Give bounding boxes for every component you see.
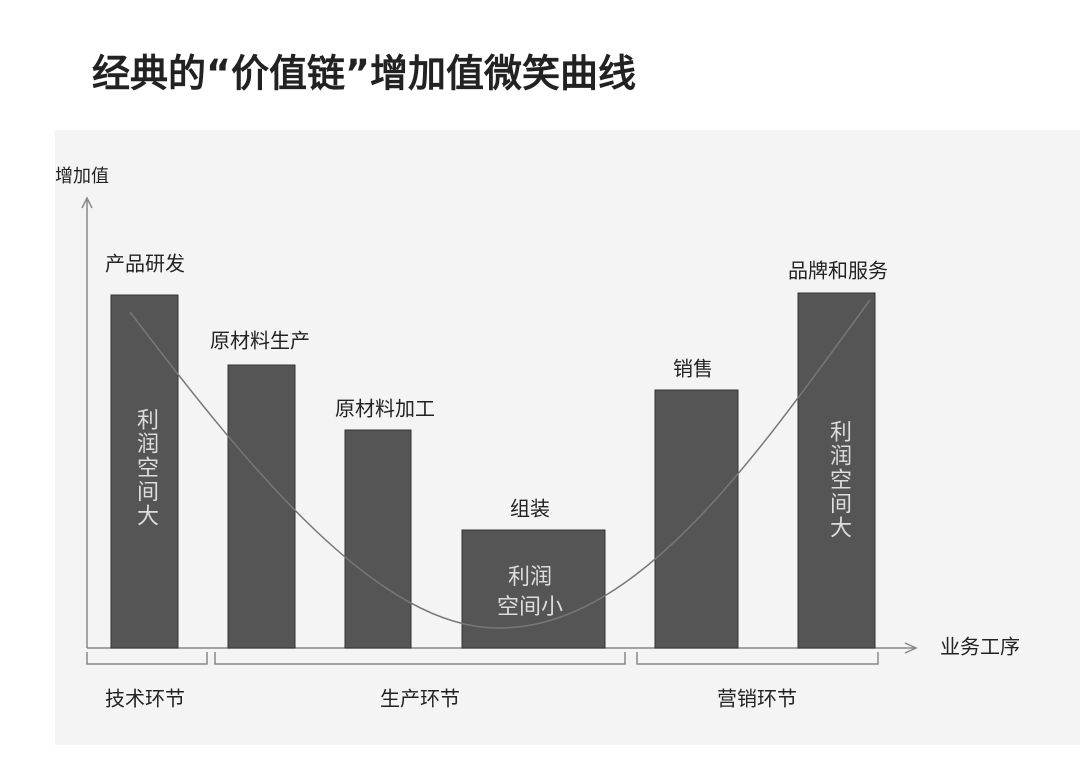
bar — [227, 364, 296, 649]
y-axis-label: 增加值 — [55, 166, 109, 187]
bar-note: 利润空间大 — [826, 420, 852, 540]
bar — [344, 429, 412, 649]
y-arrow — [81, 196, 93, 209]
bracket — [636, 652, 879, 665]
x-arrow — [904, 642, 918, 654]
smile-curve — [129, 299, 871, 629]
bar-note: 利润空间大 — [133, 408, 159, 528]
bar — [110, 294, 179, 649]
stage-label: 原材料生产 — [210, 329, 310, 353]
group-label: 技术环节 — [105, 687, 185, 711]
bracket — [214, 652, 626, 665]
bar-note: 利润 — [508, 565, 552, 590]
stage-label: 组装 — [510, 497, 550, 521]
stage-label: 品牌和服务 — [788, 259, 888, 283]
stage-label: 销售 — [673, 357, 713, 381]
bar-note: 空间小 — [497, 595, 563, 620]
x-axis-label: 业务工序 — [940, 635, 1020, 659]
group-label: 生产环节 — [380, 687, 460, 711]
bar — [461, 529, 606, 649]
panel — [55, 130, 1080, 745]
bar — [797, 292, 876, 649]
stage-label: 产品研发 — [105, 252, 185, 276]
title: 经典的“价值链”增加值微笑曲线 — [92, 52, 636, 96]
stage-label: 原材料加工 — [335, 397, 435, 421]
bracket — [86, 652, 208, 665]
group-label: 营销环节 — [717, 687, 797, 711]
